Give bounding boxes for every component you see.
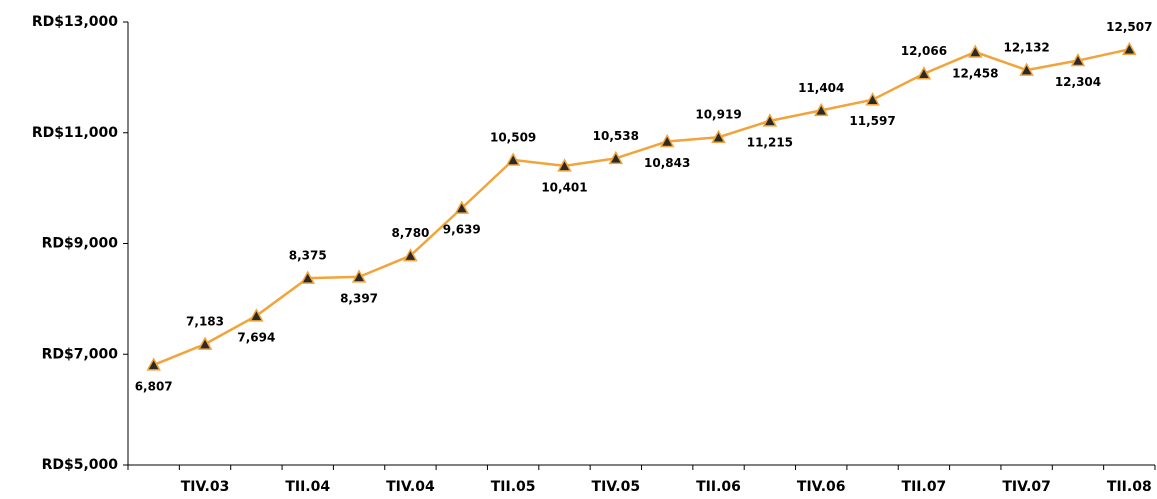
line xyxy=(153,48,1130,367)
marker xyxy=(1070,52,1086,67)
marker xyxy=(351,269,367,283)
x-tick-label: TIV.03 xyxy=(181,479,230,495)
marker xyxy=(249,308,264,322)
y-tick-label: RD$13,000 xyxy=(32,14,118,30)
data-label: 10,843 xyxy=(644,156,690,170)
data-label: 12,304 xyxy=(1055,75,1101,89)
marker xyxy=(146,357,161,371)
x-tick-label: TII.07 xyxy=(902,479,947,495)
marker xyxy=(711,129,726,143)
y-tick-label: RD$9,000 xyxy=(42,236,119,252)
data-label: 8,397 xyxy=(340,291,378,305)
marker xyxy=(197,336,213,350)
data-label: 12,507 xyxy=(1106,20,1152,34)
data-label: 8,780 xyxy=(391,226,429,240)
x-tick-label: TIV.05 xyxy=(592,479,641,495)
marker xyxy=(968,44,983,58)
x-tick-label: TII.06 xyxy=(696,479,741,495)
data-label: 7,694 xyxy=(237,330,275,344)
data-label: 12,132 xyxy=(1003,41,1049,55)
data-label: 11,215 xyxy=(747,135,793,149)
marker xyxy=(865,92,880,106)
marker xyxy=(403,248,418,262)
marker xyxy=(454,200,470,214)
data-label: 11,597 xyxy=(849,114,895,128)
marker xyxy=(762,113,778,127)
data-label: 10,509 xyxy=(490,130,536,144)
data-label: 8,375 xyxy=(289,249,327,263)
y-tick-label: RD$11,000 xyxy=(32,125,118,141)
x-tick-label: TIV.07 xyxy=(1002,479,1051,495)
x-tick-label: TII.05 xyxy=(491,479,536,495)
data-label: 10,919 xyxy=(695,108,741,122)
data-label: 9,639 xyxy=(443,223,481,237)
marker xyxy=(557,158,572,172)
marker xyxy=(1122,41,1137,56)
marker xyxy=(916,66,932,80)
data-label: 10,401 xyxy=(541,180,587,194)
marker xyxy=(300,270,315,284)
marker xyxy=(813,102,829,117)
data-label: 7,183 xyxy=(186,315,224,329)
y-tick-label: RD$7,000 xyxy=(42,346,119,362)
marker xyxy=(505,152,521,166)
data-label: 11,404 xyxy=(798,81,844,95)
y-tick-label: RD$5,000 xyxy=(42,457,119,473)
data-label: 10,538 xyxy=(593,129,639,143)
x-tick-label: TII.04 xyxy=(285,479,330,495)
data-label: 12,458 xyxy=(952,67,998,81)
x-tick-label: TIV.04 xyxy=(386,479,435,495)
data-label: 6,807 xyxy=(135,379,173,393)
marker xyxy=(608,150,624,165)
x-tick-label: TII.08 xyxy=(1107,479,1152,495)
marker xyxy=(1019,62,1034,76)
x-tick-label: TIV.06 xyxy=(797,479,846,495)
data-label: 12,066 xyxy=(901,44,947,58)
marker xyxy=(659,133,675,148)
